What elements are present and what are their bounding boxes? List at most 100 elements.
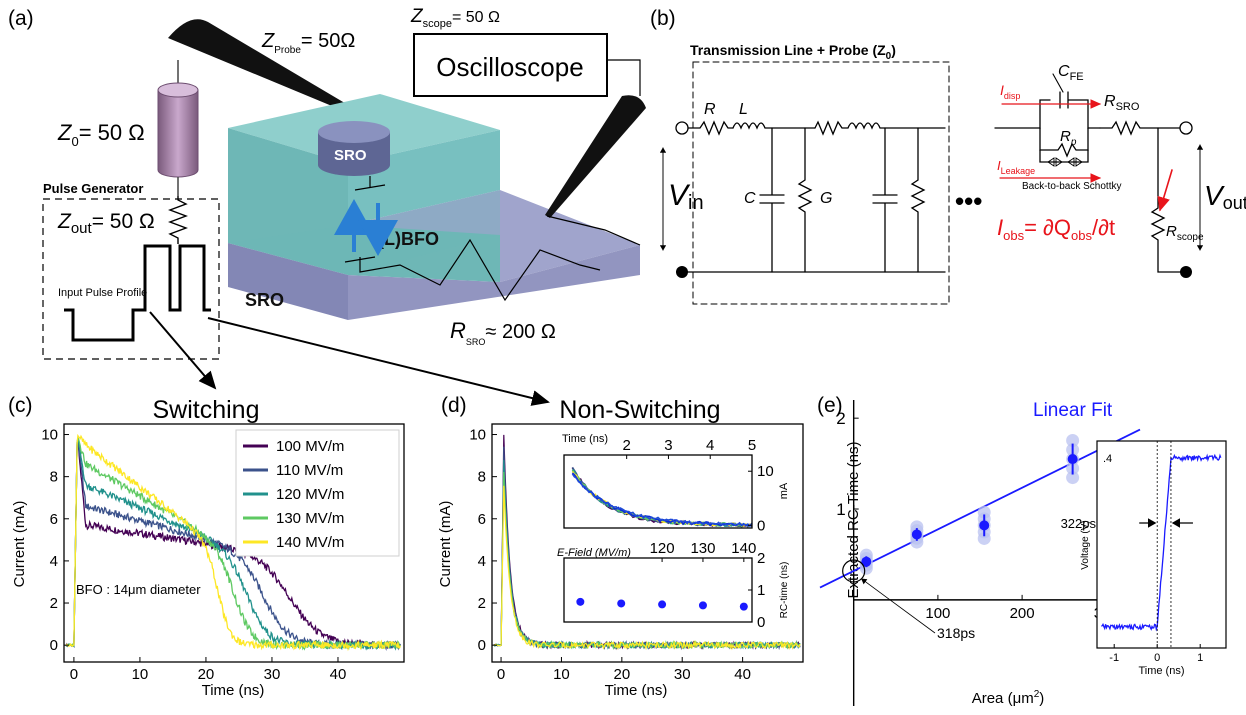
x-tick-label: 0 — [497, 666, 505, 683]
scatter-shadow — [977, 505, 991, 519]
inset-rc-point-4 — [739, 602, 748, 611]
scatter-point-2 — [979, 520, 990, 531]
legend-label-4: 140 MV/m — [276, 534, 344, 551]
x-tick-label: 40 — [330, 666, 347, 683]
scatter-shadow — [910, 520, 924, 534]
sro-bottom-left — [228, 243, 348, 320]
y-tick-label: 6 — [478, 511, 486, 528]
tl-title: Transmission Line + Probe (Z0) — [690, 42, 896, 62]
y-tick-label: 8 — [478, 469, 486, 486]
rsro-label: RSRO≈ 200 Ω — [450, 318, 556, 347]
panel-label-e: (e) — [817, 394, 843, 417]
lbfo-label: (L)BFO — [378, 229, 439, 249]
x-tick-label: 40 — [734, 666, 751, 683]
y-tick-label: 4 — [478, 553, 486, 570]
x-tick-label: 0 — [70, 666, 78, 683]
scatter-shadow — [1066, 471, 1080, 485]
y-tick-label: 2 — [836, 409, 845, 428]
oscilloscope-box — [413, 33, 608, 97]
chart-e-legend: Linear Fit — [1033, 400, 1113, 421]
x-tick-label: 100 — [925, 605, 950, 622]
coax-cable — [157, 89, 199, 178]
x-tick-label: 20 — [613, 666, 630, 683]
x-tick-label: 10 — [132, 666, 149, 683]
inset-rc-point-3 — [698, 601, 707, 610]
z-probe-label: ZProbe= 50Ω — [261, 30, 355, 56]
chart-c-ylabel: Current (mA) — [11, 501, 28, 588]
chart-c-title: Switching — [153, 396, 260, 424]
panel-label-a: (a) — [8, 7, 34, 30]
y-tick-label: 0 — [50, 637, 58, 654]
rscope-label: Rscope — [1166, 223, 1204, 243]
inset-decay-xtick-label: 4 — [706, 437, 714, 454]
y-tick-label: 10 — [469, 427, 486, 444]
y-tick-label: 4 — [50, 553, 58, 570]
chart-d-frame — [491, 423, 804, 663]
intercept-arrow — [861, 578, 936, 634]
panel-a-schematic: (a) ZProbe= 50Ω Z0= 50 Ω Pulse Generator… — [8, 6, 646, 406]
sro-bottom-label: SRO — [245, 290, 284, 310]
legend-label-1: 110 MV/m — [276, 462, 343, 479]
inset-rc-point-2 — [658, 600, 667, 609]
inset-rc-xlabel: E-Field (MV/m) — [557, 547, 631, 559]
rsro-circuit-label: RSRO — [1104, 93, 1140, 113]
pulse-generator-box — [42, 198, 220, 360]
panel-label-c: (c) — [8, 394, 33, 417]
ileak-label: ILeakage — [997, 158, 1035, 176]
inset-pulse-xtick-label: 0 — [1154, 652, 1160, 664]
scatter-point-0 — [861, 556, 872, 567]
label-c: C — [744, 190, 756, 207]
inset-rc-bg — [564, 558, 752, 622]
z0-label: Z0= 50 Ω — [57, 120, 145, 149]
inset-pulse-xlabel: Time (ns) — [1138, 665, 1184, 677]
chart-c-xlabel: Time (ns) — [202, 682, 265, 699]
inset-rc-ytick-label: 0 — [757, 614, 765, 631]
inset-decay-xlabel: Time (ns) — [562, 433, 608, 445]
x-tick-label: 200 — [1010, 605, 1035, 622]
z-scope-label: Zscope= 50 Ω — [410, 6, 500, 30]
y-tick-label: 6 — [50, 511, 58, 528]
x-tick-label: 20 — [198, 666, 215, 683]
inset-pulse-ylabel: Voltage (V) — [1080, 520, 1091, 569]
y-tick-label: 0 — [478, 637, 486, 654]
zout-resistor — [168, 196, 188, 244]
chart-e-xlabel: Area (μm2) — [972, 689, 1045, 707]
probe-needle-right — [545, 95, 646, 218]
inset-rc-ytick-label: 1 — [757, 582, 765, 599]
label-l: L — [739, 101, 748, 118]
chart-d-title: Non-Switching — [559, 396, 720, 424]
arrow-to-switching — [149, 311, 217, 390]
series-line-d-4 — [493, 485, 801, 651]
inset-decay-line-6 — [571, 473, 753, 528]
inset-pulse-line — [1101, 453, 1222, 632]
intercept-label: 318ps — [937, 625, 975, 641]
inset-decay-xtick-label: 3 — [664, 437, 672, 454]
panel-c-switching-chart: (c) Switching Time (ns) Current (mA) BFO… — [8, 394, 405, 699]
inset-decay-ytick-label: 10 — [757, 463, 774, 480]
inset-rc-ytick-label: 2 — [757, 550, 765, 567]
y-tick-label: 10 — [41, 427, 58, 444]
series-line-c-4 — [65, 433, 401, 652]
panel-b-circuit: (b) Transmission Line + Probe (Z0) — [650, 7, 1246, 305]
inset-rise-label: 322ps — [1061, 516, 1097, 531]
inset-decay-frame — [563, 454, 753, 529]
panel-label-d: (d) — [441, 394, 467, 417]
inset-decay-ytick-label: 0 — [757, 517, 765, 534]
cfe-label: CFE — [1058, 63, 1084, 83]
scatter-shadow — [1066, 434, 1080, 448]
vout-label: Vout — [1204, 180, 1246, 213]
y-tick-label: 1 — [836, 500, 845, 519]
sro-top-electrode — [318, 132, 390, 176]
input-pulse-label: Input Pulse Profile — [58, 287, 147, 299]
inset-rc-xtick-label: 130 — [690, 540, 715, 557]
input-pulse-profile — [64, 244, 211, 342]
tl-box — [692, 61, 950, 305]
sro-top-label: SRO — [334, 147, 367, 164]
legend-label-2: 120 MV/m — [276, 486, 344, 503]
label-g: G — [820, 190, 832, 207]
inset-pulse-xtick-label: 1 — [1197, 652, 1203, 664]
zout-label: Zout= 50 Ω — [57, 210, 155, 237]
scatter-point-1 — [911, 529, 922, 540]
chart-d-xlabel: Time (ns) — [605, 682, 668, 699]
